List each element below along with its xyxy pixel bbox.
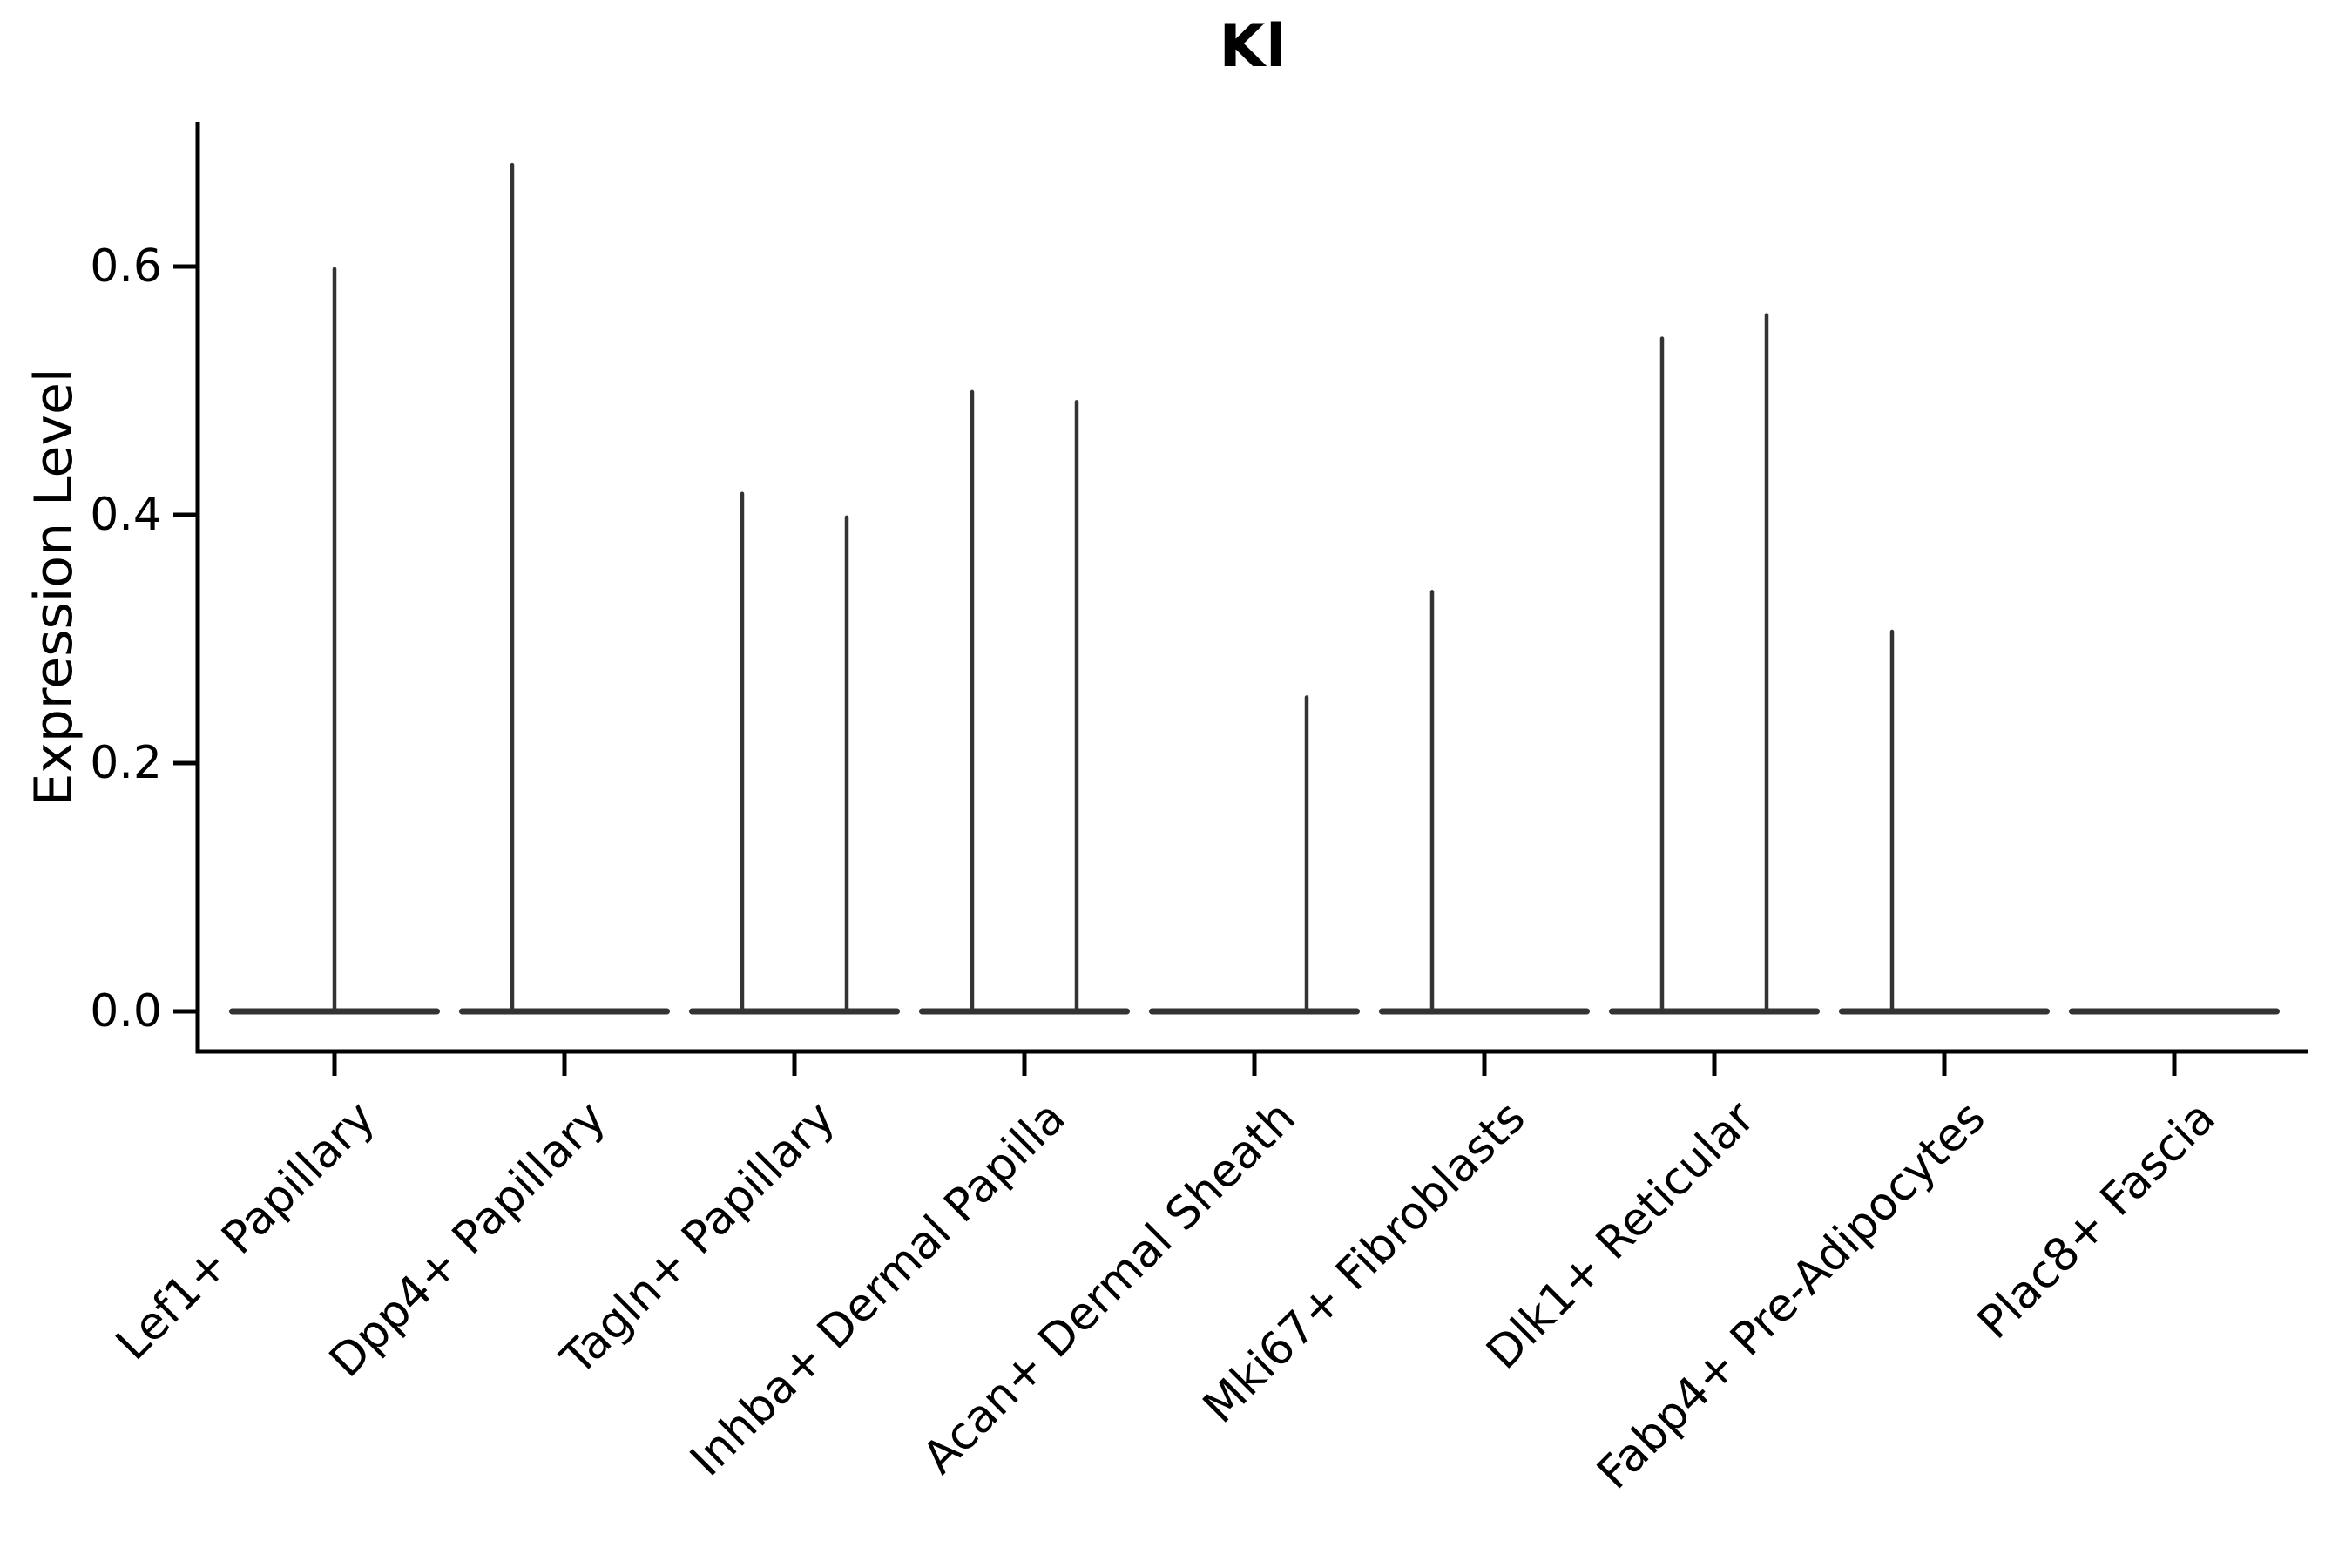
violin-base bbox=[1149, 1008, 1360, 1015]
violin-base bbox=[919, 1008, 1130, 1015]
violin-base bbox=[1379, 1008, 1590, 1015]
y-tick-label: 0.4 bbox=[90, 489, 162, 541]
violin-base bbox=[1609, 1008, 1820, 1015]
y-tick-label: 0.2 bbox=[90, 737, 162, 789]
y-tick-label: 0.6 bbox=[90, 240, 162, 293]
violin-base bbox=[689, 1008, 900, 1015]
violin-base bbox=[2069, 1008, 2280, 1015]
chart-title: Kl bbox=[1219, 12, 1288, 81]
y-tick-label: 0.0 bbox=[90, 985, 162, 1037]
violin-base bbox=[1839, 1008, 2050, 1015]
violin-base bbox=[459, 1008, 670, 1015]
